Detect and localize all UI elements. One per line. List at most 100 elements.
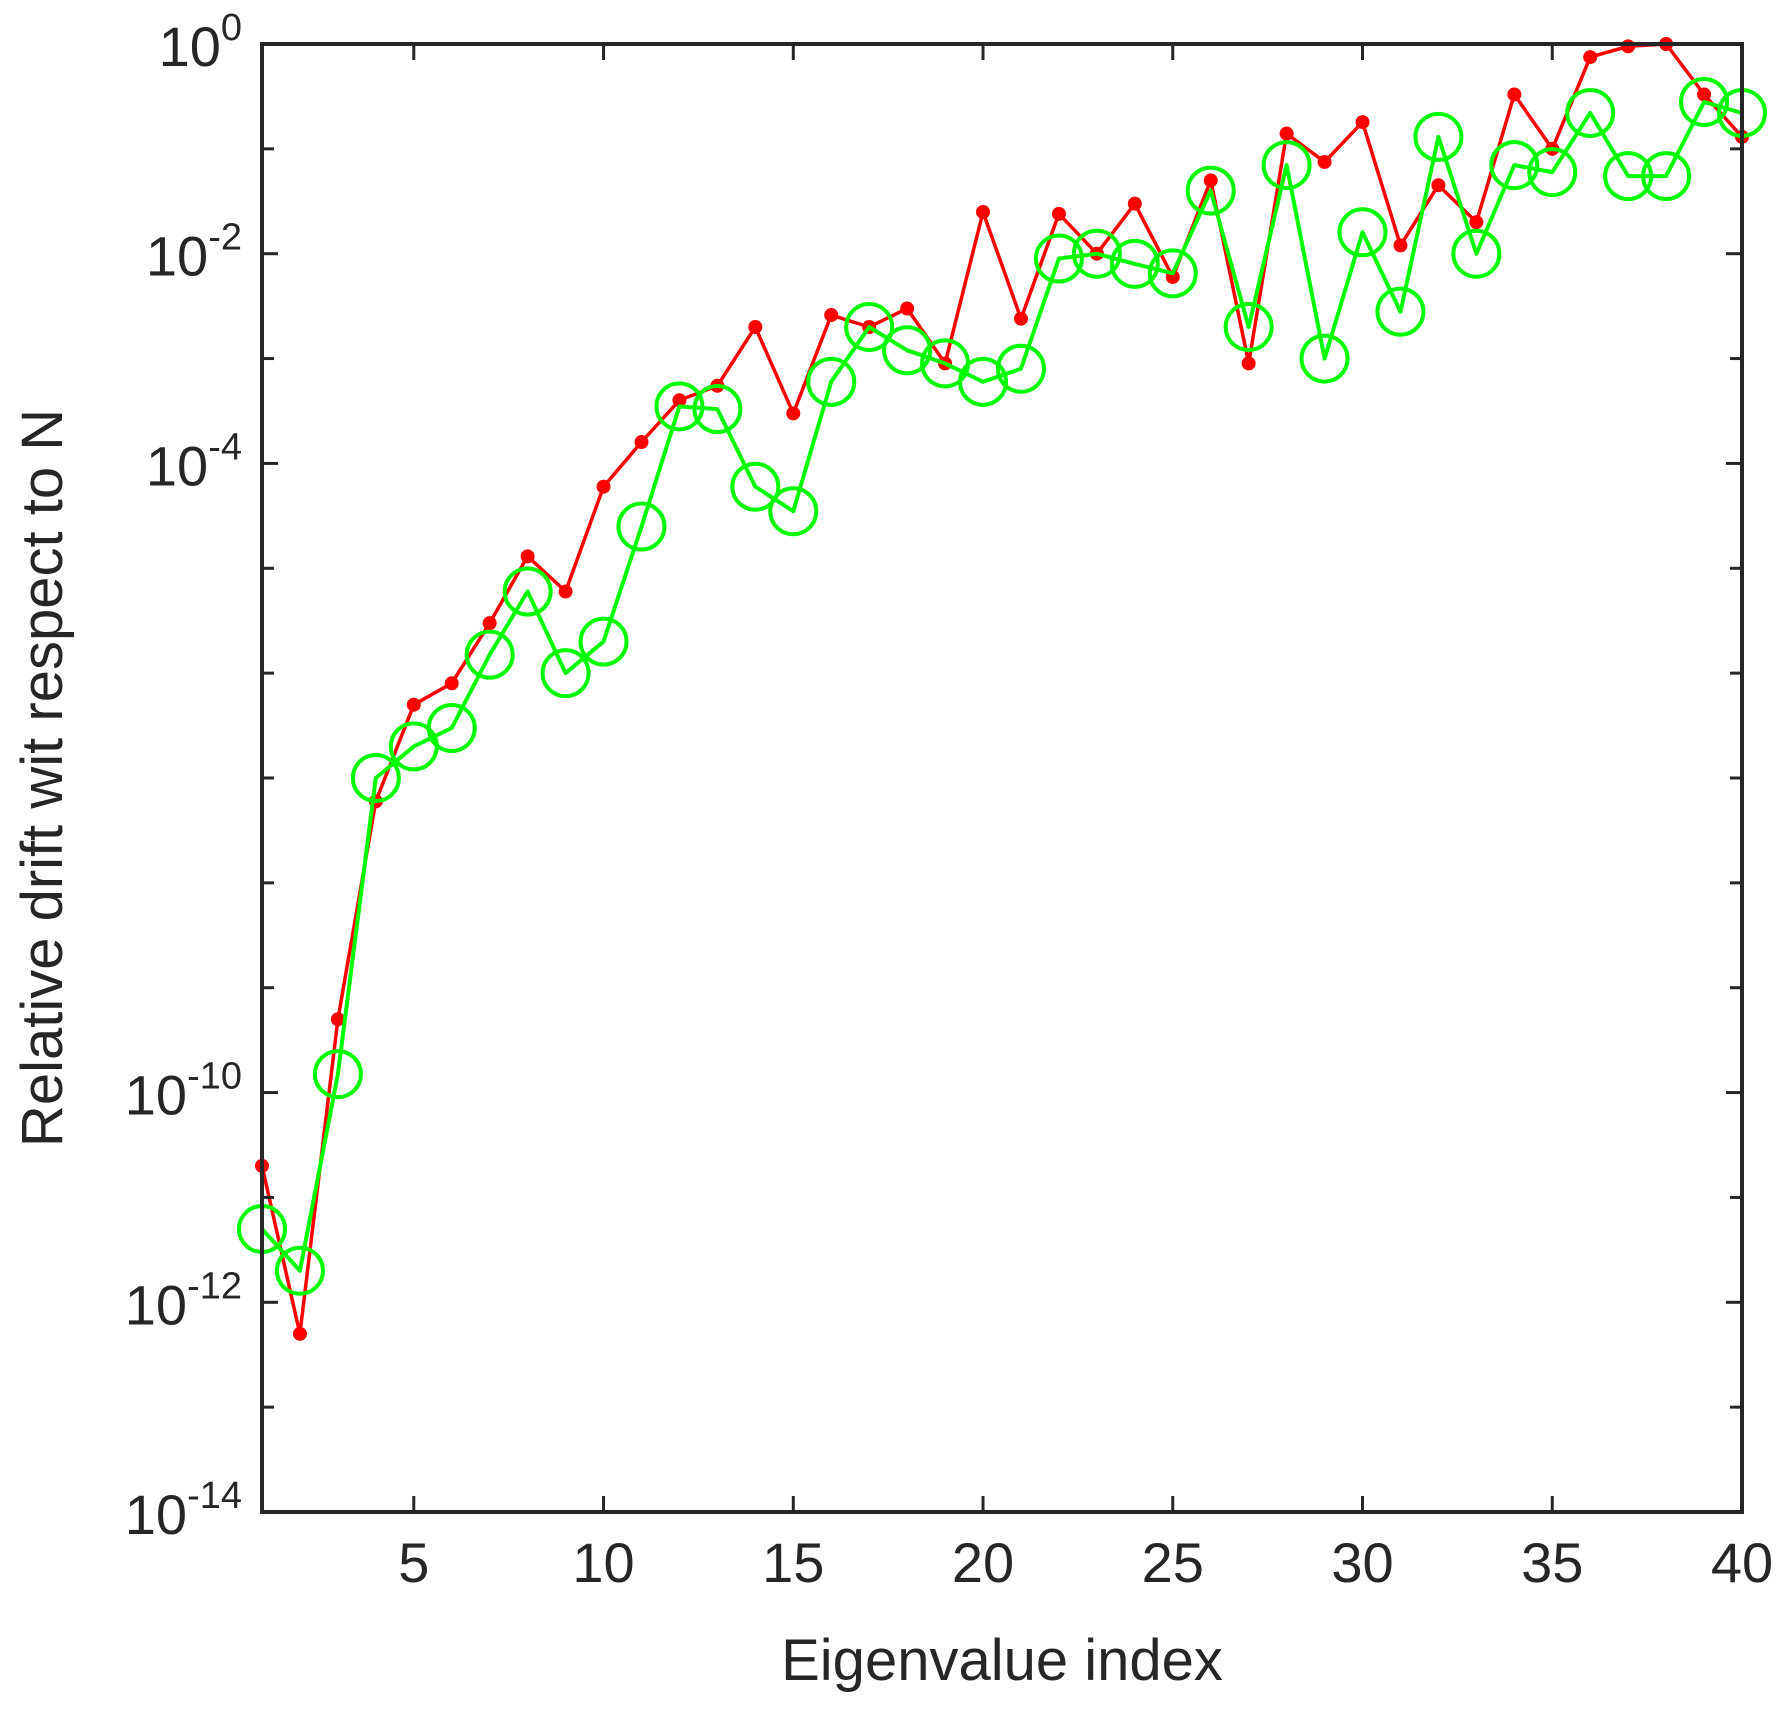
y-tick-label: 10-10 [125, 1056, 242, 1127]
series-1-point [786, 406, 801, 421]
series-2-point [806, 356, 857, 407]
series-1-point [672, 393, 687, 408]
series-1-point [976, 204, 991, 219]
series-2-point [1413, 111, 1464, 162]
series-1-point [444, 676, 459, 691]
series-1-line [260, 42, 1744, 1336]
series-1-point [1431, 178, 1446, 193]
y-tick-label-exponent: -2 [208, 217, 242, 259]
y-tick-label-base: 10 [125, 1273, 187, 1336]
series-2-point [882, 325, 933, 376]
series-1-point [748, 320, 763, 335]
plot-background [262, 44, 1742, 1512]
series-2-point [692, 384, 743, 435]
series-1 [255, 37, 1749, 1341]
y-tick-label: 10-4 [146, 426, 242, 497]
x-tick-label: 10 [572, 1531, 634, 1594]
series-2-line [260, 100, 1743, 1273]
x-tick-label: 5 [398, 1531, 429, 1594]
series-1-point [292, 1326, 307, 1341]
axes-layer [260, 42, 1744, 1514]
series-1-point [520, 549, 535, 564]
series-2 [237, 76, 1767, 1296]
series-1-point [1241, 356, 1256, 371]
series-1-point [1355, 115, 1370, 130]
series-1-point [1469, 215, 1484, 230]
x-tick-label: 35 [1521, 1531, 1583, 1594]
series-1-point [1621, 39, 1636, 54]
series-1-point [1051, 206, 1066, 221]
series-2-point [1603, 151, 1654, 202]
series-2-point [730, 461, 781, 512]
series-2-point [1489, 140, 1540, 191]
series-2-point [1147, 248, 1198, 299]
series-1-point [1279, 126, 1294, 141]
series-1-point [596, 479, 611, 494]
y-tick-label-base: 10 [146, 225, 208, 288]
y-tick-label-base: 10 [159, 15, 221, 78]
series-2-point [540, 648, 591, 699]
series-2-point [844, 302, 895, 353]
series-1-point [1013, 311, 1028, 326]
y-tick-label: 10-2 [146, 217, 242, 288]
series-1-point [900, 301, 915, 316]
series-1-point [824, 308, 839, 323]
y-tick-label-exponent: -10 [187, 1056, 242, 1098]
series-2-point [1109, 238, 1160, 289]
series-2-point [502, 566, 553, 617]
series-2-point [426, 702, 477, 753]
series-2-point [464, 629, 515, 680]
y-tick-label-exponent: -4 [208, 426, 242, 468]
series-1-point [1317, 154, 1332, 169]
y-tick-label-exponent: 0 [221, 7, 242, 49]
series-1-point [1203, 173, 1218, 188]
y-tick-label-base: 10 [125, 1064, 187, 1127]
y-axis-label: Relative drift wit respect to N [10, 409, 75, 1147]
series-2-point [578, 616, 629, 667]
x-tick-label: 25 [1142, 1531, 1204, 1594]
series-2-point [1641, 151, 1692, 202]
series-1-point [482, 616, 497, 631]
x-tick-label: 40 [1711, 1531, 1773, 1594]
series-1-point [558, 584, 573, 599]
x-tick-label: 15 [762, 1531, 824, 1594]
series-2-point [274, 1245, 325, 1296]
series-2-point [1337, 207, 1388, 258]
y-tick-label: 10-14 [125, 1475, 242, 1546]
series-2-point [1299, 333, 1350, 384]
y-tick-label: 100 [159, 7, 242, 78]
series-1-point [406, 697, 421, 712]
series-2-point [995, 343, 1046, 394]
series-2-point [616, 501, 667, 552]
x-axis-label: Eigenvalue index [781, 1628, 1223, 1693]
tick-label-layer: 5 10 15 20 25 30 35 4010-1410-1210-1010-410-210… [125, 7, 1773, 1594]
y-tick-label-exponent: -14 [187, 1475, 242, 1517]
series-2-point [1565, 87, 1616, 138]
series-2-point [1451, 228, 1502, 279]
series-1-point [1393, 238, 1408, 253]
y-tick-label-base: 10 [125, 1483, 187, 1546]
series-layer [237, 37, 1767, 1341]
series-1-point [1583, 50, 1598, 65]
series-2-point [654, 381, 705, 432]
series-2-point [768, 486, 819, 537]
series-2-point [1679, 76, 1730, 127]
y-tick-label: 10-12 [125, 1265, 242, 1336]
series-2-point [1261, 140, 1312, 191]
series-2-point [958, 356, 1009, 407]
series-2-point [1375, 286, 1426, 337]
series-2-point [350, 753, 401, 803]
x-tick-label: 30 [1331, 1531, 1393, 1594]
series-1-point [1697, 87, 1712, 102]
series-1-point [330, 1012, 345, 1027]
series-1-point [1507, 87, 1522, 102]
series-2-point [1185, 165, 1236, 216]
series-2-point [1071, 228, 1122, 279]
series-1-point [634, 435, 649, 450]
y-tick-label-exponent: -12 [187, 1265, 242, 1307]
series-2-point [312, 1049, 363, 1100]
series-2-point [1527, 147, 1578, 198]
y-tick-label-base: 10 [146, 434, 208, 497]
